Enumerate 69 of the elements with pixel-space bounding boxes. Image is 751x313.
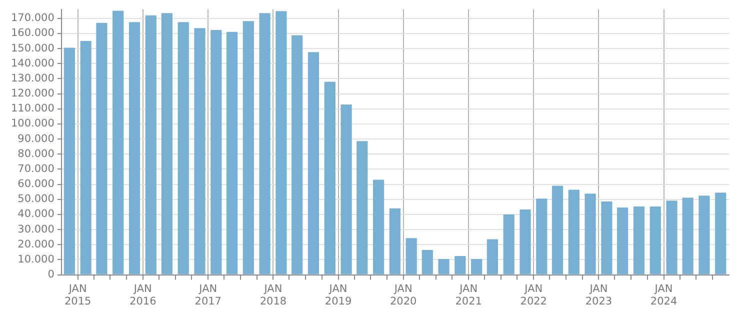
y-tick-label: 110.000 <box>11 102 54 115</box>
bar <box>324 82 336 274</box>
bar <box>552 186 564 274</box>
y-tick-label: 120.000 <box>11 88 54 100</box>
x-tick-label: JAN 2016 <box>130 282 157 308</box>
y-tick-label: 90.000 <box>18 132 54 145</box>
bar <box>356 141 368 274</box>
bar <box>161 13 172 274</box>
bar <box>406 238 417 274</box>
bar <box>568 190 580 274</box>
y-tick-label: 50.000 <box>18 193 54 206</box>
bar <box>112 10 124 274</box>
x-tick-label: JAN 2018 <box>260 282 287 308</box>
bar <box>520 209 531 274</box>
y-tick-label: 150.000 <box>11 42 54 54</box>
bar <box>617 208 628 274</box>
y-tick-label: 70.000 <box>18 162 54 175</box>
x-tick-label: JAN 2022 <box>520 282 547 308</box>
y-tick-label: 60.000 <box>18 178 54 190</box>
bar <box>438 258 450 274</box>
bar <box>650 206 661 274</box>
bar <box>96 22 108 274</box>
bar <box>145 15 156 274</box>
y-tick-label: 130.000 <box>11 72 54 84</box>
bar <box>64 48 75 274</box>
x-tick-label: JAN 2015 <box>64 282 92 308</box>
bar <box>698 196 710 274</box>
y-tick-label: 140.000 <box>11 57 54 70</box>
bar <box>194 28 206 274</box>
bar <box>210 30 222 274</box>
y-tick-label: 40.000 <box>18 208 54 220</box>
bar <box>422 250 433 274</box>
bar <box>276 11 287 274</box>
x-tick-label: JAN 2020 <box>390 282 417 308</box>
bar <box>308 52 320 274</box>
bar <box>536 198 548 274</box>
y-tick-label: 80.000 <box>18 148 54 160</box>
bar <box>682 198 694 274</box>
x-tick-label: JAN 2017 <box>194 282 222 308</box>
bar <box>242 21 254 274</box>
bar <box>584 194 596 274</box>
y-tick-label: 170.000 <box>11 12 54 24</box>
bar <box>259 13 270 274</box>
x-tick-label: JAN 2023 <box>585 282 612 308</box>
bar <box>715 192 726 274</box>
bar <box>226 32 238 274</box>
y-tick-label: 160.000 <box>11 27 54 40</box>
bar <box>486 239 498 274</box>
bar <box>372 180 384 274</box>
y-tick-label: 100.000 <box>11 118 54 130</box>
y-tick-label: 10.000 <box>18 253 54 266</box>
y-tick-label: 20.000 <box>18 238 54 250</box>
x-tick-label: JAN 2024 <box>650 282 678 308</box>
y-tick-label: 30.000 <box>18 223 54 236</box>
bar <box>340 104 352 274</box>
bar <box>178 22 189 274</box>
bar <box>292 35 303 274</box>
bar <box>503 214 514 274</box>
y-tick-label: 0 <box>48 268 54 281</box>
bar <box>80 40 92 274</box>
x-tick-label: JAN 2019 <box>324 282 352 308</box>
x-tick-label: JAN 2021 <box>455 282 482 308</box>
bar <box>389 208 400 274</box>
bar <box>471 258 482 274</box>
bar <box>601 201 612 274</box>
bar <box>128 22 140 274</box>
bar <box>633 206 645 274</box>
bar <box>454 256 466 274</box>
bar <box>666 200 678 274</box>
